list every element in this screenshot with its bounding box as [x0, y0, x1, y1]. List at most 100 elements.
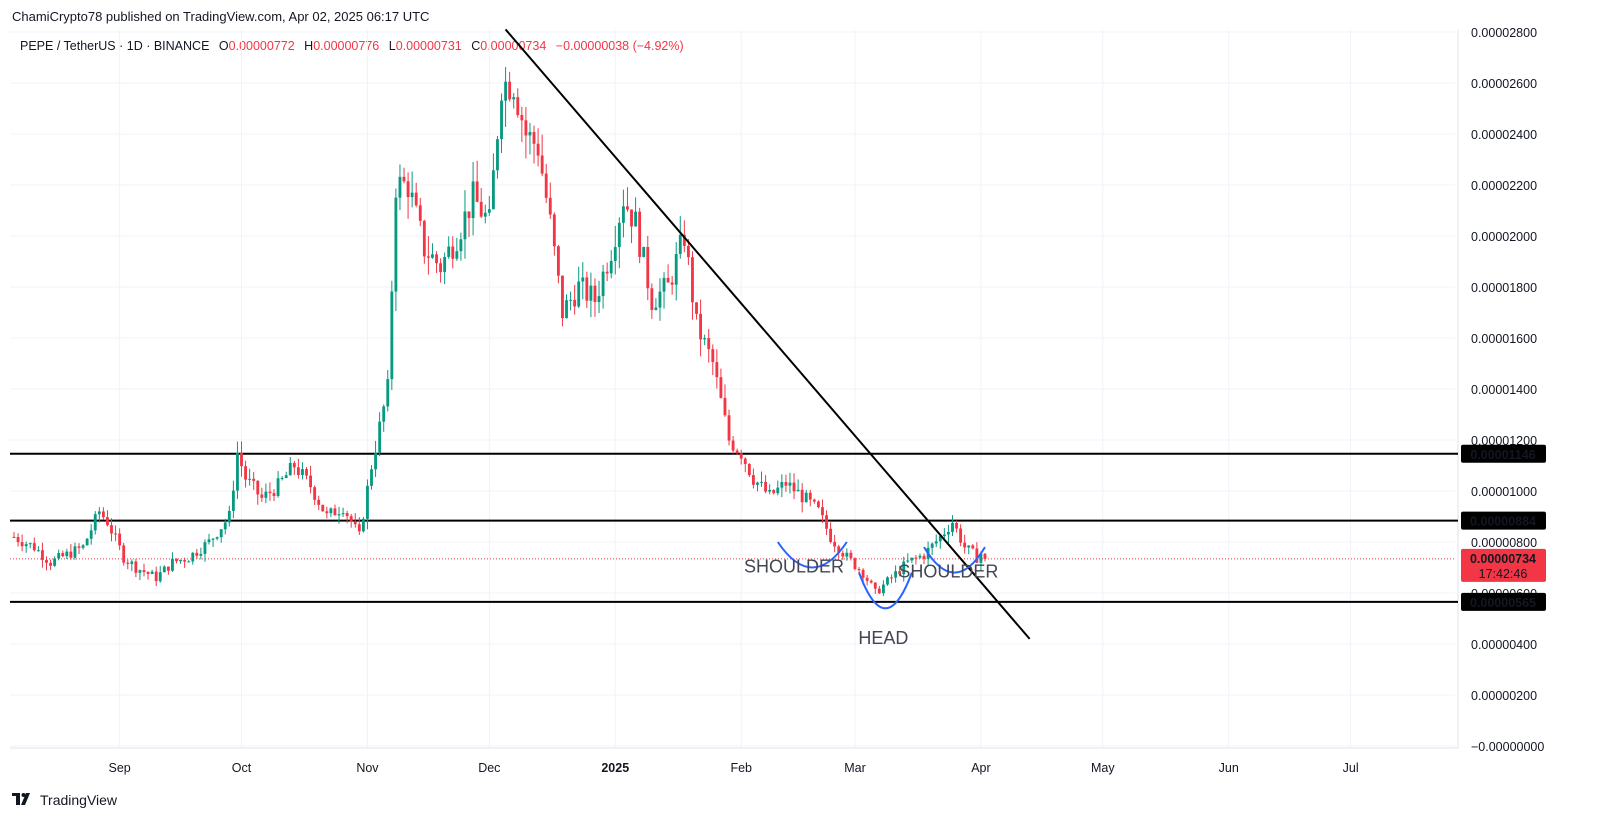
candle: [207, 533, 211, 545]
candle-body: [691, 257, 694, 303]
candle-body: [276, 478, 280, 496]
candle-body: [333, 508, 337, 516]
candle: [735, 448, 739, 455]
candle-body: [118, 533, 122, 546]
candle-body: [914, 557, 918, 559]
candle-body: [829, 528, 833, 542]
candle-body: [313, 487, 317, 500]
candle: [764, 475, 768, 494]
candle: [691, 251, 694, 320]
candle-body: [577, 281, 581, 307]
candle: [382, 404, 386, 432]
candle: [971, 544, 975, 550]
candle: [821, 499, 824, 523]
key-level-badge: [1461, 444, 1546, 463]
candle: [544, 163, 548, 204]
candle-body: [101, 511, 105, 518]
pattern-arcs: [776, 541, 986, 610]
candle: [922, 553, 926, 565]
candle-body: [772, 489, 776, 494]
tradingview-brand[interactable]: TradingView: [12, 792, 117, 808]
candle: [951, 515, 954, 536]
candle: [898, 565, 902, 577]
candle: [57, 549, 61, 561]
candle-body: [784, 482, 788, 486]
candle-body: [301, 469, 304, 476]
candle: [487, 196, 491, 216]
candle: [751, 468, 755, 489]
candle-body: [317, 499, 321, 505]
x-tick-label: Oct: [232, 761, 252, 775]
candle-body: [812, 499, 816, 502]
candle-body: [292, 463, 296, 468]
candle: [593, 278, 597, 317]
candle-body: [451, 246, 455, 259]
low-value: 0.00000731: [395, 39, 462, 53]
candle-body: [366, 485, 369, 519]
candle-body: [585, 277, 589, 301]
candle-body: [309, 475, 312, 488]
candle-body: [630, 209, 633, 227]
candle-body: [764, 481, 768, 492]
candle: [808, 489, 812, 507]
candle-body: [845, 552, 849, 557]
candle: [69, 544, 73, 560]
candle: [24, 541, 28, 553]
candle: [97, 507, 101, 523]
candle-body: [906, 560, 910, 562]
y-tick-label: 0.00002000: [1471, 230, 1537, 244]
candle-body: [296, 467, 300, 476]
pattern-arc: [858, 572, 913, 610]
candle-body: [601, 271, 605, 297]
candle-body: [65, 551, 69, 557]
candle-body: [435, 254, 438, 264]
candle: [715, 349, 719, 389]
candle: [435, 251, 438, 274]
candle: [422, 219, 426, 264]
candle: [983, 553, 987, 562]
candle-body: [788, 482, 792, 486]
candle-body: [719, 377, 723, 398]
candle: [158, 565, 162, 583]
candle: [581, 262, 585, 300]
candle-body: [471, 181, 475, 219]
candle: [703, 334, 707, 346]
candle-body: [703, 338, 707, 340]
candle-body: [146, 572, 150, 574]
candle-body: [662, 277, 666, 292]
candle: [439, 258, 443, 283]
candle: [609, 250, 613, 279]
symbol-name[interactable]: PEPE / TetherUS · 1D · BINANCE: [20, 39, 210, 53]
candle: [223, 518, 227, 535]
candle-body: [443, 256, 447, 273]
candle: [512, 93, 516, 109]
candle-body: [252, 478, 256, 481]
candle: [227, 505, 231, 527]
candle: [138, 569, 142, 581]
candle-body: [402, 176, 406, 182]
candle-body: [305, 469, 308, 476]
candle: [41, 542, 44, 568]
candle-body: [666, 277, 670, 283]
candle-body: [69, 551, 73, 558]
candle-body: [597, 296, 601, 303]
candle: [264, 483, 268, 504]
candle-body: [508, 81, 512, 100]
trendline-layer: [504, 28, 1031, 640]
candle: [496, 136, 499, 179]
candle: [199, 547, 203, 560]
candle-body: [638, 211, 642, 257]
y-tick-label: 0.00001000: [1471, 485, 1537, 499]
candle-body: [195, 552, 199, 556]
x-tick-label: Sep: [109, 761, 131, 775]
candle-body: [93, 514, 97, 531]
candle: [179, 559, 182, 564]
candle-body: [215, 537, 219, 539]
candle: [146, 571, 150, 580]
candle-body: [934, 541, 938, 544]
candle-body: [223, 522, 227, 530]
candle: [349, 513, 353, 528]
candle-body: [654, 307, 658, 310]
candle: [378, 412, 382, 457]
